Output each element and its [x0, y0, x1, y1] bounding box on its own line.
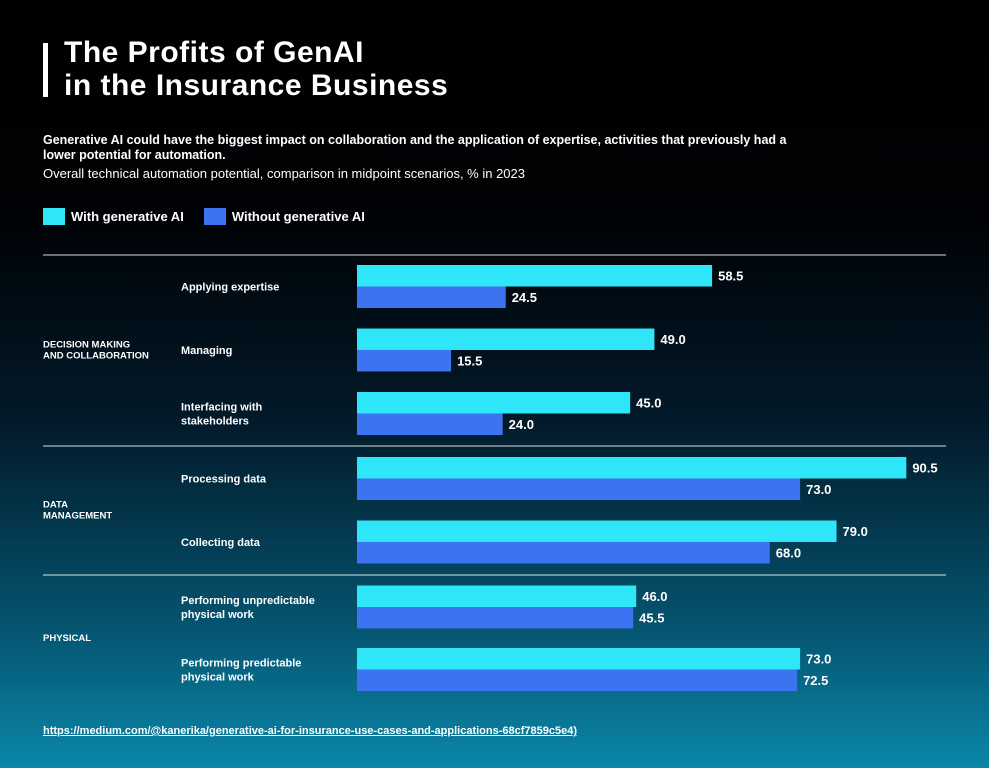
data-label-without: 73.0 — [806, 482, 831, 497]
data-label-with: 79.0 — [843, 524, 868, 539]
data-label-without: 24.0 — [509, 417, 534, 432]
legend-swatch-without — [203, 208, 226, 225]
title-line-1: The Profits of GenAI — [64, 36, 365, 69]
group-label: PHYSICAL — [43, 633, 91, 644]
category-label: Performing predictable — [181, 658, 301, 670]
bar-with-genai — [357, 265, 713, 287]
legend-item-with: With generative AI — [43, 208, 184, 225]
bar-with-genai — [357, 648, 801, 670]
bar-with-genai — [357, 585, 637, 607]
data-label-with: 49.0 — [660, 332, 685, 347]
chart-legend: With generative AI Without generative AI — [43, 208, 385, 225]
legend-item-without: Without generative AI — [203, 208, 365, 225]
chart-subtitle: Overall technical automation potential, … — [43, 166, 525, 181]
chart-subtitle-bold: Generative AI could have the biggest imp… — [43, 133, 787, 162]
group-label: MANAGEMENT — [43, 511, 112, 522]
category-label: Performing unpredictable — [181, 595, 315, 607]
category-label: Applying expertise — [181, 282, 279, 294]
category-label: Interfacing with — [181, 402, 263, 414]
data-label-without: 72.5 — [803, 673, 828, 688]
bar-with-genai — [357, 392, 631, 414]
category-label: stakeholders — [181, 416, 249, 428]
bar-with-genai — [357, 457, 907, 479]
page-title: The Profits of GenAI in the Insurance Bu… — [64, 36, 448, 102]
data-label-with: 90.5 — [912, 461, 937, 476]
group-label: DATA — [43, 500, 68, 511]
group-label: AND COLLABORATION — [43, 351, 149, 362]
bar-without-genai — [357, 669, 798, 691]
bar-without-genai — [357, 350, 452, 372]
data-label-without: 24.5 — [512, 290, 537, 305]
category-label: Processing data — [181, 474, 267, 486]
legend-label-with: With generative AI — [71, 209, 184, 224]
bar-without-genai — [357, 286, 506, 308]
data-label-with: 46.0 — [642, 589, 667, 604]
bar-without-genai — [357, 542, 770, 564]
data-label-without: 68.0 — [776, 546, 801, 561]
legend-swatch-with — [43, 208, 65, 225]
group-label: DECISION MAKING — [43, 340, 130, 351]
bar-without-genai — [357, 607, 634, 629]
bar-with-genai — [357, 520, 837, 542]
source-link[interactable]: https://medium.com/@kanerika/generative-… — [43, 725, 578, 737]
bar-without-genai — [357, 478, 801, 500]
category-label: physical work — [181, 609, 255, 621]
data-label-with: 73.0 — [806, 652, 831, 667]
data-label-without: 15.5 — [457, 354, 482, 369]
data-label-with: 45.0 — [636, 396, 661, 411]
bar-with-genai — [357, 328, 655, 350]
category-label: Collecting data — [181, 537, 261, 549]
legend-label-without: Without generative AI — [231, 209, 365, 224]
category-label: physical work — [181, 672, 255, 684]
title-line-2: in the Insurance Business — [64, 69, 449, 102]
category-label: Managing — [181, 345, 232, 357]
bar-without-genai — [357, 413, 503, 435]
data-label-with: 58.5 — [718, 269, 743, 284]
data-label-without: 45.5 — [639, 611, 664, 626]
title-accent-bar — [43, 43, 48, 97]
